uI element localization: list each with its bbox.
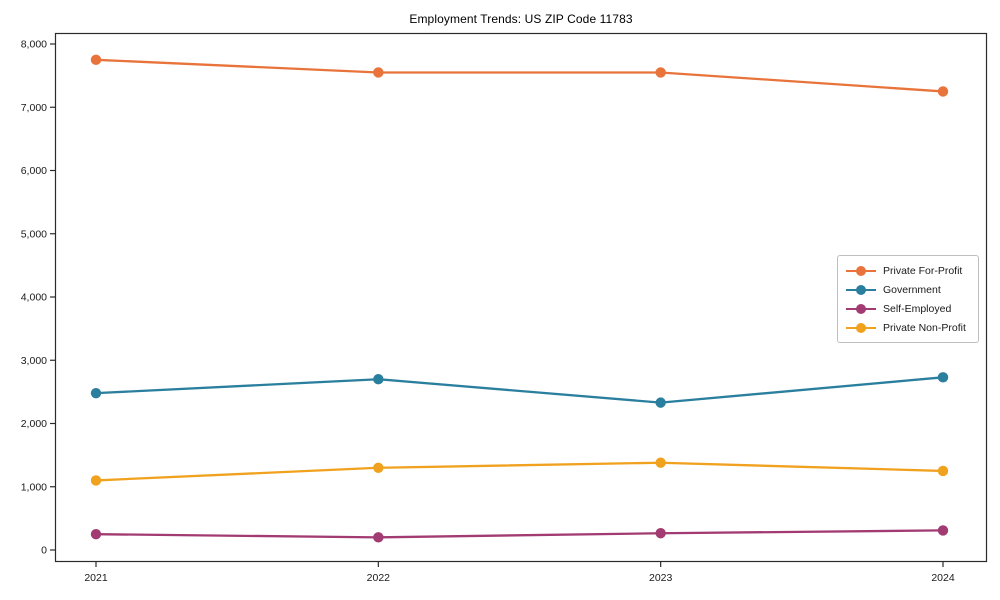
y-tick-label: 5,000 [21, 228, 47, 240]
x-tick-label: 2021 [84, 572, 108, 584]
x-tick-label: 2022 [367, 572, 391, 584]
y-tick-label: 1,000 [21, 481, 47, 493]
plot-border [54, 32, 988, 563]
series-line [95, 529, 944, 539]
data-point [373, 462, 384, 473]
data-point [655, 457, 666, 468]
data-point [373, 532, 384, 543]
legend: Private For-Profit Government Self-Employe… [837, 255, 979, 343]
legend-line-marker-icon [846, 303, 876, 314]
y-tick-label: 6,000 [21, 165, 47, 177]
legend-line-marker-icon [846, 322, 876, 333]
y-tick-label: 2,000 [21, 418, 47, 430]
y-tick-label: 8,000 [21, 39, 47, 51]
series-line [95, 461, 944, 482]
series-line [95, 376, 944, 404]
data-point [655, 67, 666, 78]
legend-item: Private For-Profit [846, 261, 974, 280]
chart-title: Employment Trends: US ZIP Code 11783 [409, 12, 633, 26]
series-line [95, 58, 944, 93]
x-tick-label: 2024 [931, 572, 955, 584]
data-point [373, 67, 384, 78]
y-tick-label: 0 [41, 545, 47, 557]
data-point [90, 387, 102, 399]
legend-label: Government [883, 283, 941, 296]
legend-item: Self-Employed [846, 299, 974, 318]
legend-label: Private Non-Profit [883, 321, 966, 334]
data-point [90, 54, 102, 66]
y-tick-label: 7,000 [21, 102, 47, 114]
data-point [373, 374, 384, 385]
data-point [937, 372, 949, 383]
data-point [90, 475, 102, 486]
legend-label: Self-Employed [883, 302, 952, 315]
legend-item: Government [846, 280, 974, 299]
x-tick-label: 2023 [649, 572, 673, 584]
data-point [655, 397, 666, 408]
data-point [90, 528, 102, 540]
data-point [655, 528, 666, 539]
data-point [937, 86, 949, 97]
legend-line-marker-icon [846, 284, 876, 295]
legend-item: Private Non-Profit [846, 318, 974, 337]
y-tick-label: 4,000 [21, 292, 47, 304]
legend-label: Private For-Profit [883, 264, 963, 277]
legend-line-marker-icon [846, 265, 876, 276]
y-tick-label: 3,000 [21, 355, 47, 367]
data-point [937, 465, 949, 477]
data-point [937, 525, 949, 536]
